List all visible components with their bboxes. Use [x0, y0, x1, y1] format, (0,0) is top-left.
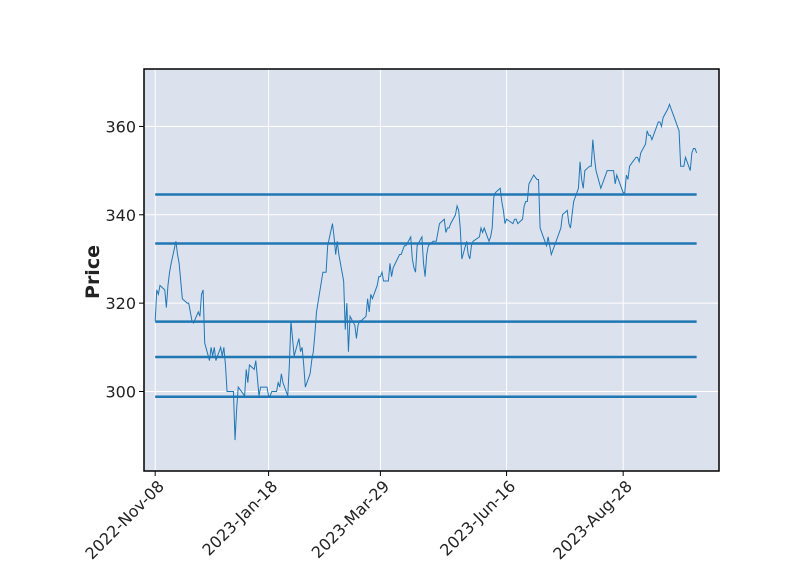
plot-frame	[143, 68, 720, 472]
horizontal-levels	[155, 193, 697, 399]
y-axis-ticks: 300 320 340 360	[105, 117, 144, 401]
x-tick-label: 2023-Jun-16	[436, 477, 519, 560]
price-line	[154, 102, 698, 441]
y-tick-label: 300	[105, 382, 136, 401]
x-tick-label: 2023-Mar-29	[308, 477, 393, 562]
x-tick-label: 2022-Nov-08	[81, 477, 168, 564]
y-axis-label: Price	[82, 245, 104, 299]
y-tick-label: 360	[105, 117, 136, 136]
x-tick-label: 2023-Aug-28	[549, 477, 636, 564]
grid-lines	[144, 69, 719, 471]
y-tick-label: 320	[105, 294, 136, 313]
x-axis-ticks: 2022-Nov-08 2023-Jan-18 2023-Mar-29 2023-Ju…	[81, 471, 636, 563]
plot-background	[144, 69, 719, 471]
y-tick-label: 340	[105, 206, 136, 225]
x-tick-label: 2023-Jan-18	[198, 477, 281, 560]
